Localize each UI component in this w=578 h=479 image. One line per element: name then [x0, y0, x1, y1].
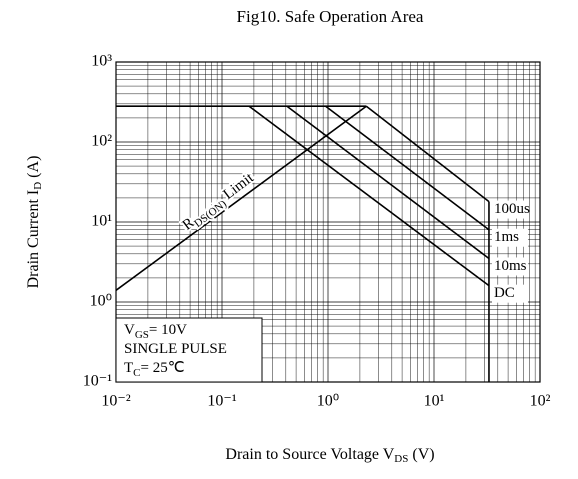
annotation: TC= 25℃	[124, 360, 185, 378]
text-part: Drain to Source Voltage V	[225, 446, 394, 463]
x-tick-label: 10¹	[424, 393, 445, 410]
sao-curve	[286, 105, 490, 260]
x-axis-label: Drain to Source Voltage VDS (V)	[225, 446, 434, 465]
label-box	[491, 284, 528, 303]
curves	[115, 105, 490, 382]
text-part: = 25℃	[141, 360, 185, 376]
label-box	[491, 200, 528, 219]
y-tick-label: 10⁰	[90, 293, 112, 310]
sao-curve	[115, 105, 367, 291]
text-part: (V)	[408, 446, 434, 463]
legend-label: 1ms	[494, 229, 519, 245]
subscript: D	[32, 182, 44, 190]
grid	[115, 61, 541, 383]
annotation: VGS= 10V	[124, 322, 187, 340]
legend-label: DC	[494, 285, 515, 301]
annotation: SINGLE PULSE	[124, 341, 227, 357]
y-tick-label: 10⁻¹	[83, 373, 112, 390]
x-tick-label: 10²	[530, 393, 551, 410]
label-box	[491, 257, 528, 276]
text-part: Drain Current I	[25, 190, 42, 289]
plot-frame	[115, 61, 541, 383]
x-tick-label: 10⁰	[317, 393, 339, 410]
annotation-box	[115, 317, 263, 383]
text-part: SINGLE PULSE	[124, 341, 227, 357]
label-box	[491, 228, 528, 247]
legend-label: 100us	[494, 201, 530, 217]
sao-curve	[248, 105, 490, 287]
legend-label: 10ms	[494, 258, 527, 274]
y-tick-label: 10¹	[91, 213, 112, 230]
subscript: C	[133, 367, 140, 379]
text-part: (A)	[25, 156, 42, 182]
x-tick-label: 10⁻¹	[207, 393, 236, 410]
text-part: T	[124, 360, 133, 376]
subscript: GS	[135, 329, 149, 341]
text-part: = 10V	[149, 322, 187, 338]
chart-title: Fig10. Safe Operation Area	[237, 7, 424, 26]
subscript: DS	[394, 453, 408, 465]
y-tick-label: 10²	[91, 133, 112, 150]
y-axis-label: Drain Current ID (A)	[25, 156, 44, 289]
subscript: DS(ON)	[192, 197, 229, 229]
sao-curve	[325, 105, 490, 231]
y-tick-label: 10³	[91, 53, 112, 70]
sao-curve	[365, 105, 490, 203]
x-tick-label: 10⁻²	[101, 393, 130, 410]
text-part: V	[124, 322, 135, 338]
